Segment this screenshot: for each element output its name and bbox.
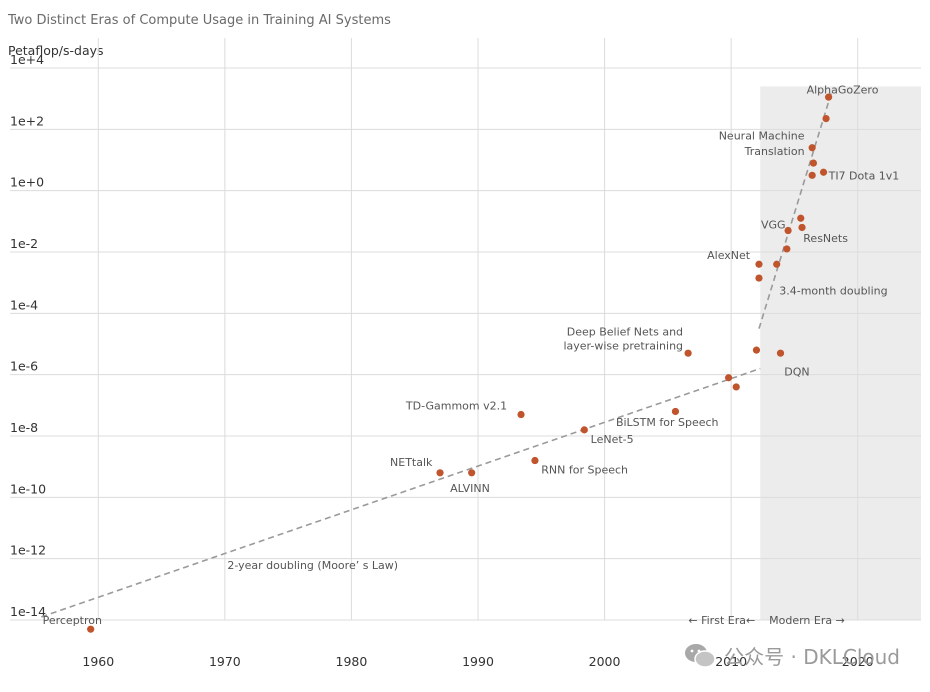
- annotations: AlphaGoZero Neural Machine Translation TI7 …: [43, 83, 900, 627]
- data-point: [725, 374, 733, 382]
- annotation-label: 2-year doubling (Moore’ s Law): [227, 559, 398, 572]
- annotation-label: Deep Belief Nets and: [567, 326, 683, 339]
- x-tick-label: 2020: [842, 654, 874, 669]
- annotation-label: Perceptron: [43, 614, 102, 627]
- watermark: 公众号 · DKLCloud: [684, 641, 900, 670]
- x-tick-label: 1960: [82, 654, 114, 669]
- data-point: [517, 410, 525, 419]
- annotation-label: Translation: [744, 145, 805, 158]
- data-point: [436, 469, 444, 477]
- data-point: [755, 274, 763, 282]
- annotation-label: TD-Gammom v2.1: [405, 399, 507, 412]
- data-point: [809, 159, 818, 167]
- y-tick-label: 1e+0: [10, 175, 44, 190]
- annotation-label: NETtalk: [390, 456, 433, 469]
- data-point: [825, 93, 833, 101]
- y-tick-label: 1e-14: [10, 604, 46, 619]
- data-point: [732, 383, 740, 391]
- data-point: [808, 144, 816, 152]
- y-tick-label: 1e-2: [10, 236, 38, 251]
- annotation-label: TI7 Dota 1v1: [828, 169, 900, 182]
- annotation-label: AlexNet: [707, 249, 751, 262]
- annotation-label: ← First Era←: [688, 614, 755, 627]
- x-tick-label: 1980: [336, 654, 368, 669]
- annotation-label: DQN: [784, 366, 809, 379]
- y-axis-label: Petaflop/s-days: [8, 43, 104, 58]
- x-tick-label: 2000: [589, 654, 621, 669]
- modern-era-band: [760, 86, 921, 620]
- annotation-label: BiLSTM for Speech: [616, 416, 719, 429]
- y-tick-label: 1e+2: [10, 113, 44, 128]
- grid: [10, 38, 921, 621]
- data-points: [87, 93, 833, 633]
- trend-lines: [41, 89, 834, 618]
- data-point: [468, 469, 476, 477]
- data-point: [684, 349, 692, 357]
- data-point: [783, 245, 791, 253]
- data-point: [798, 223, 806, 232]
- y-tick-label: 1e-8: [10, 420, 38, 435]
- x-tick-label: 1990: [462, 654, 494, 669]
- y-tick-label: 1e-6: [10, 359, 38, 374]
- chart-title: Two Distinct Eras of Compute Usage in Tr…: [7, 13, 391, 28]
- x-tick-label: 1970: [209, 654, 241, 669]
- data-point: [671, 407, 680, 416]
- annotation-label: RNN for Speech: [541, 464, 628, 477]
- data-point: [87, 625, 95, 633]
- data-point: [819, 168, 828, 176]
- data-point: [822, 115, 830, 123]
- data-point: [808, 171, 816, 179]
- wechat-icon: [684, 643, 716, 669]
- y-tick-label: 1e-4: [10, 297, 38, 312]
- data-point: [531, 456, 539, 465]
- y-tick-label: 1e-12: [10, 543, 46, 558]
- annotation-label: 3.4-month doubling: [779, 284, 887, 297]
- y-tick-label: 1e-10: [10, 481, 46, 496]
- data-point: [773, 260, 781, 268]
- data-point: [752, 346, 761, 354]
- trend-line: [758, 89, 834, 329]
- watermark-text: 公众号 · DKLCloud: [724, 645, 900, 669]
- annotation-label: Modern Era →: [769, 614, 845, 627]
- annotation-label: ALVINN: [450, 482, 490, 495]
- data-point: [755, 260, 763, 268]
- data-point: [776, 349, 785, 357]
- y-tick-label: 1e+4: [10, 52, 44, 67]
- data-point: [784, 226, 792, 235]
- annotation-label: ResNets: [803, 232, 848, 245]
- trend-line: [41, 367, 761, 618]
- x-tick-label: 2010: [715, 654, 747, 669]
- y-ticks: 1e+4 1e+2 1e+0 1e-2 1e-4 1e-6 1e-8 1e-10 1e-12 1e…: [10, 52, 46, 619]
- annotation-label: VGG: [761, 218, 786, 231]
- annotation-label: Neural Machine: [719, 129, 805, 142]
- annotation-label: AlphaGoZero: [807, 83, 879, 96]
- x-ticks: 1960 1970 1980 1990 2000 2010 2020: [82, 654, 873, 669]
- annotation-label: LeNet-5: [591, 433, 634, 446]
- data-point: [797, 214, 805, 222]
- data-point: [580, 426, 588, 434]
- annotation-label: layer-wise pretraining: [563, 340, 683, 353]
